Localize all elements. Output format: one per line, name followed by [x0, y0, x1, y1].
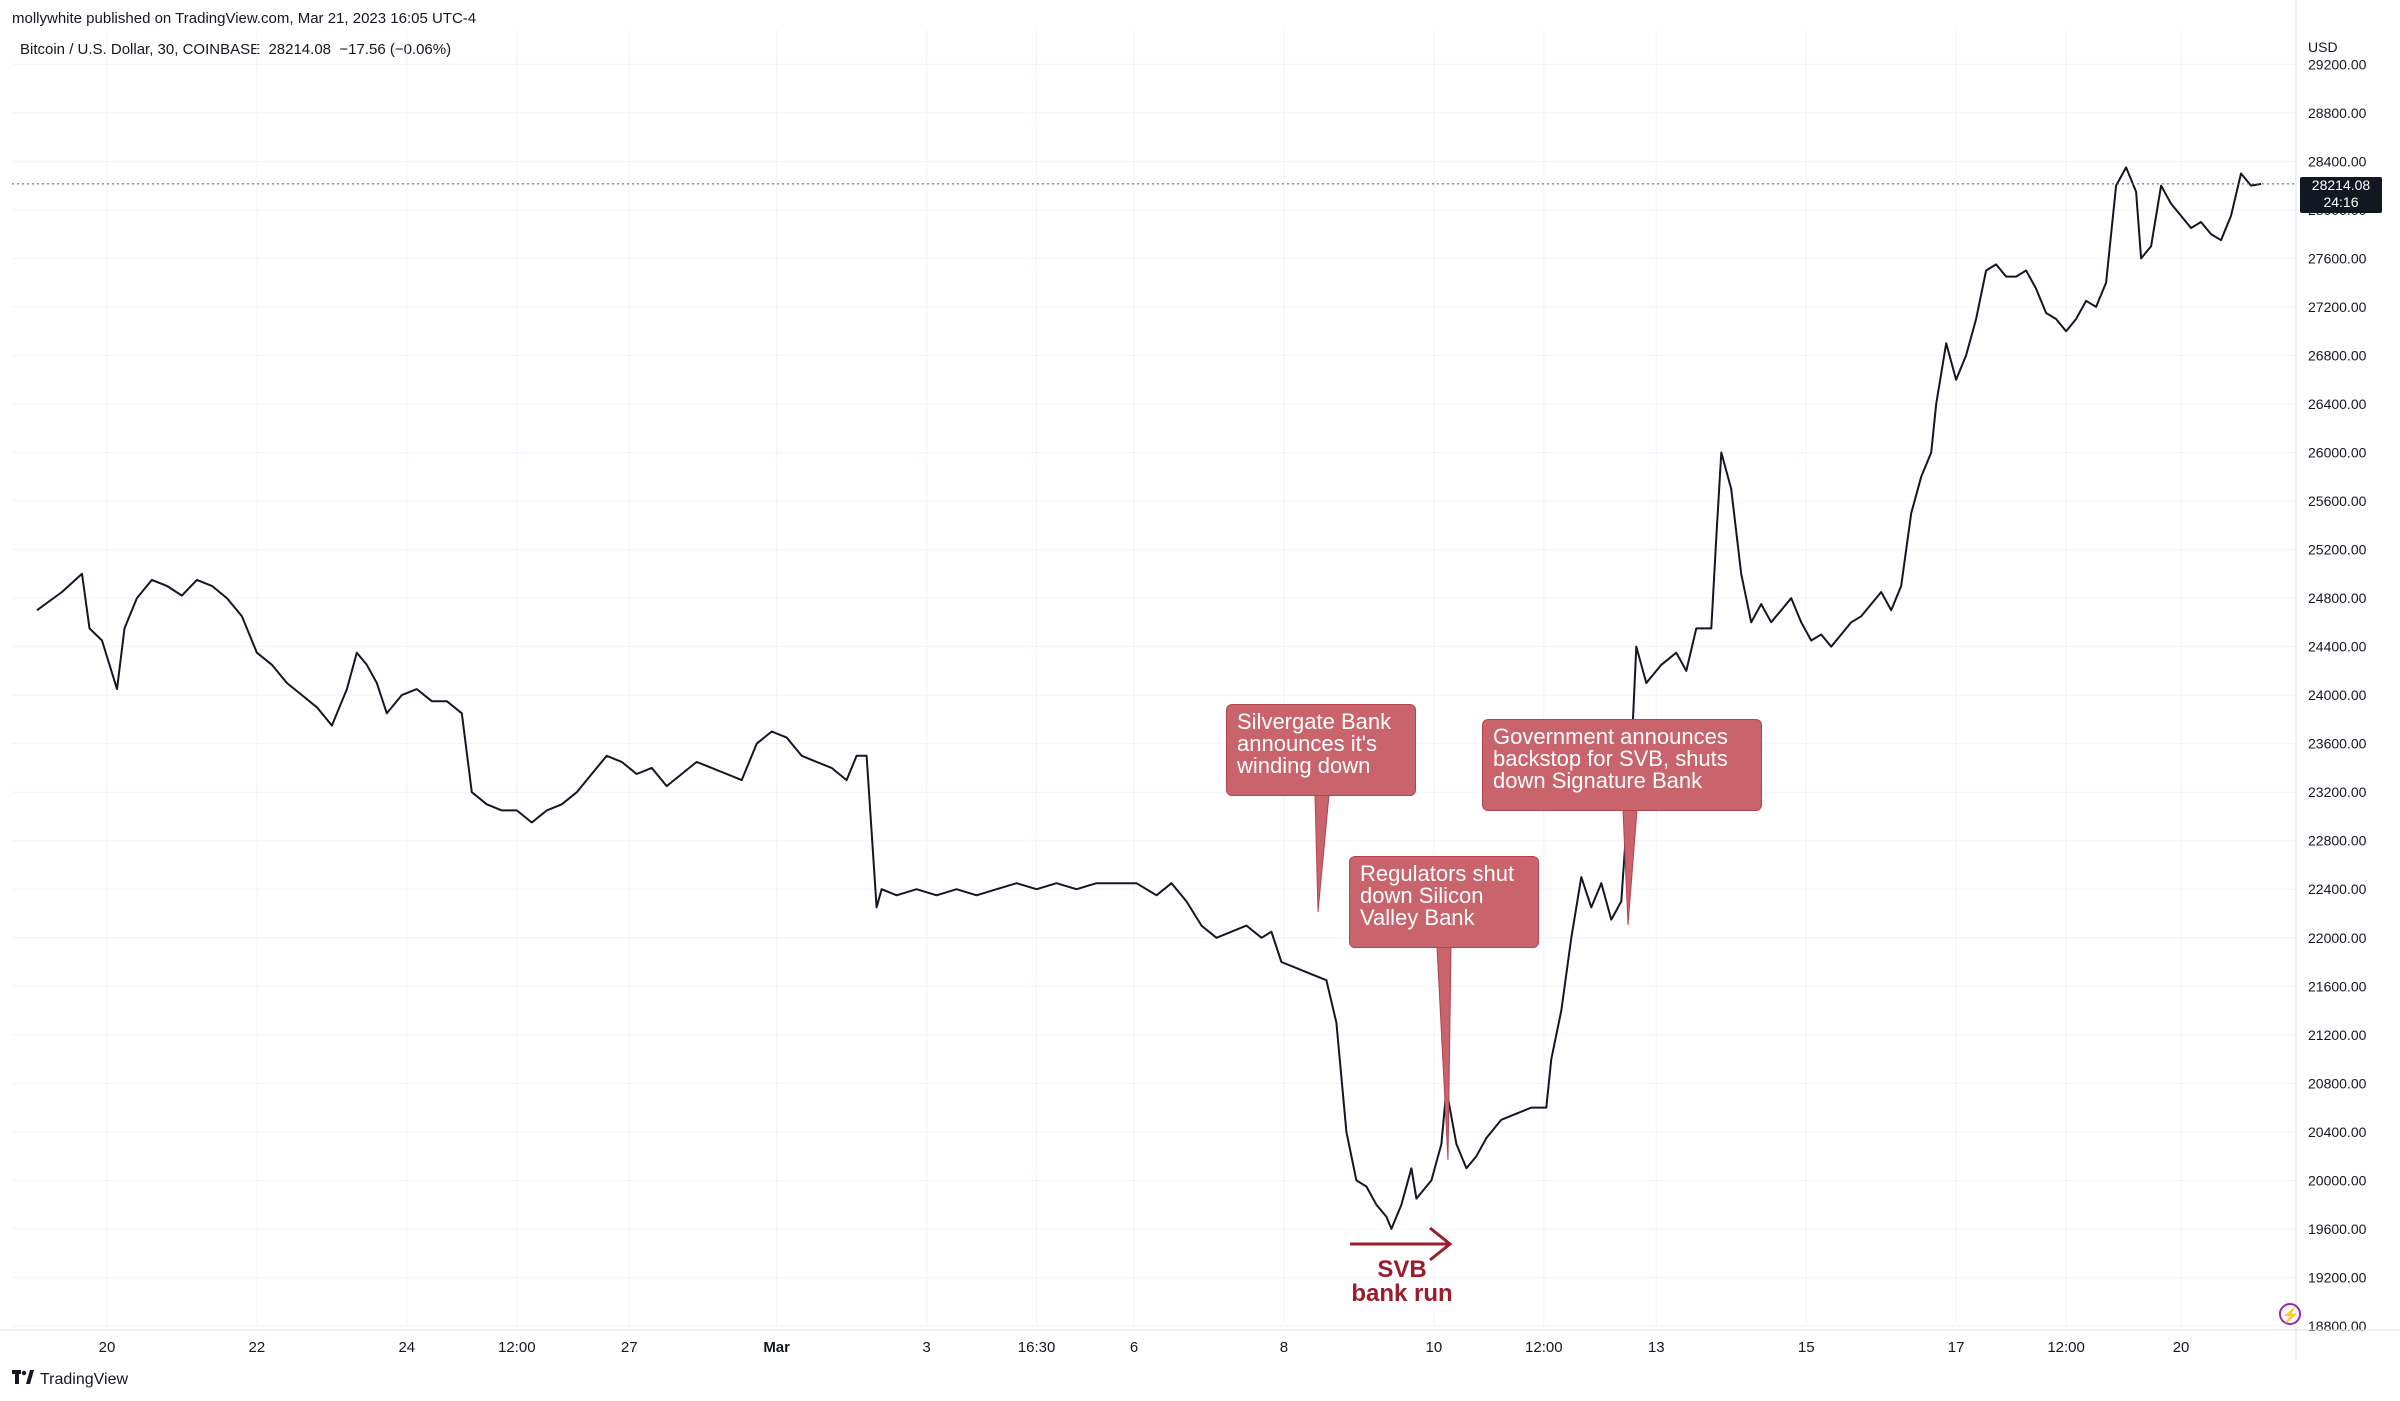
y-tick-label: 22000.00	[2308, 930, 2367, 946]
currency-label: USD	[2308, 39, 2338, 55]
x-tick-label: 24	[398, 1339, 415, 1356]
x-tick-label: 15	[1798, 1339, 1815, 1356]
y-tick-label: 24400.00	[2308, 639, 2367, 655]
y-tick-label: 26000.00	[2308, 444, 2367, 460]
svb-label-line: SVB	[1377, 1256, 1427, 1283]
annotation-silvergate[interactable]: Silvergate Bank announces it's winding d…	[1226, 704, 1416, 796]
y-tick-label: 22400.00	[2308, 881, 2367, 897]
y-tick-label: 25600.00	[2308, 493, 2367, 509]
annotation-line: Regulators shut	[1360, 861, 1515, 886]
annotation-line: Silvergate Bank	[1237, 709, 1392, 734]
x-tick-label: 27	[621, 1339, 638, 1356]
price-line	[36, 166, 2262, 1230]
last-price-tag: 28214.08 24:16	[2300, 177, 2382, 213]
annotation-line: Valley Bank	[1360, 905, 1475, 930]
symbol-name: Bitcoin / U.S. Dollar, 30, COINBASE	[20, 41, 261, 58]
svb-run-arrow-head	[1429, 1226, 1453, 1262]
annotation-line: down Silicon	[1360, 883, 1484, 908]
y-tick-label: 19200.00	[2308, 1269, 2367, 1285]
y-tick-label: 24000.00	[2308, 687, 2367, 703]
x-tick-label: 20	[2173, 1339, 2190, 1356]
annotation-pointer-government	[1622, 809, 1638, 926]
y-tick-label: 21600.00	[2308, 978, 2367, 994]
lightning-icon[interactable]: ⚡	[2279, 1303, 2301, 1325]
symbol-info: Bitcoin / U.S. Dollar, 30, COINBASE 2821…	[20, 41, 451, 58]
x-tick-label: 17	[1948, 1339, 1965, 1356]
annotation-government-backstop[interactable]: Government announces backstop for SVB, s…	[1482, 719, 1762, 811]
y-tick-label: 20800.00	[2308, 1075, 2367, 1091]
y-tick-label: 27600.00	[2308, 250, 2367, 266]
x-tick-label: 10	[1426, 1339, 1443, 1356]
x-tick-label: 8	[1280, 1339, 1288, 1356]
y-tick-label: 26400.00	[2308, 396, 2367, 412]
x-tick-label: 6	[1130, 1339, 1138, 1356]
x-tick-label: 12:00	[1525, 1339, 1563, 1356]
annotation-pointer-svb	[1436, 946, 1452, 1161]
y-tick-label: 22800.00	[2308, 833, 2367, 849]
x-tick-label: 3	[922, 1339, 930, 1356]
y-tick-label: 18800.00	[2308, 1318, 2367, 1334]
svb-label-line: bank run	[1351, 1280, 1453, 1307]
x-tick-label: 20	[99, 1339, 116, 1356]
x-tick-label: 13	[1648, 1339, 1665, 1356]
y-tick-label: 23200.00	[2308, 784, 2367, 800]
tradingview-logo-icon	[12, 1370, 34, 1389]
annotation-line: backstop for SVB, shuts	[1493, 746, 1728, 771]
price-tag-value: 28214.08	[2311, 177, 2371, 193]
x-tick-label: 12:00	[498, 1339, 536, 1356]
annotation-line: down Signature Bank	[1493, 768, 1703, 793]
x-tick-label: 16:30	[1018, 1339, 1056, 1356]
price-tag-countdown: 24:16	[2323, 194, 2359, 210]
y-tick-label: 25200.00	[2308, 542, 2367, 558]
y-tick-label: 20400.00	[2308, 1124, 2367, 1140]
y-tick-label: 19600.00	[2308, 1221, 2367, 1237]
y-tick-label: 20000.00	[2308, 1172, 2367, 1188]
x-tick-label: 12:00	[2047, 1339, 2085, 1356]
footer-brand: TradingView	[12, 1370, 128, 1389]
y-tick-label: 29200.00	[2308, 56, 2367, 72]
y-tick-label: 28800.00	[2308, 105, 2367, 121]
x-tick-label: 22	[249, 1339, 266, 1356]
tradingview-brand-text: TradingView	[40, 1370, 129, 1388]
last-price: 28214.08	[268, 41, 332, 58]
y-tick-label: 26800.00	[2308, 347, 2367, 363]
x-tick-label: Mar	[763, 1339, 790, 1356]
y-tick-label: 24800.00	[2308, 590, 2367, 606]
y-tick-label: 28400.00	[2308, 153, 2367, 169]
price-change: −17.56 (−0.06%)	[339, 41, 452, 58]
publisher-line: mollywhite published on TradingView.com,…	[12, 10, 477, 27]
y-tick-label: 27200.00	[2308, 299, 2367, 315]
svb-bank-run-label: SVB bank run	[1332, 1258, 1472, 1306]
annotation-line: Government announces	[1493, 724, 1728, 749]
y-tick-label: 23600.00	[2308, 736, 2367, 752]
annotation-svb-shutdown[interactable]: Regulators shut down Silicon Valley Bank	[1349, 856, 1539, 948]
annotation-line: announces it's	[1237, 731, 1377, 756]
y-tick-label: 21200.00	[2308, 1027, 2367, 1043]
annotation-pointer-silvergate	[1314, 794, 1330, 913]
annotation-line: winding down	[1237, 753, 1371, 778]
